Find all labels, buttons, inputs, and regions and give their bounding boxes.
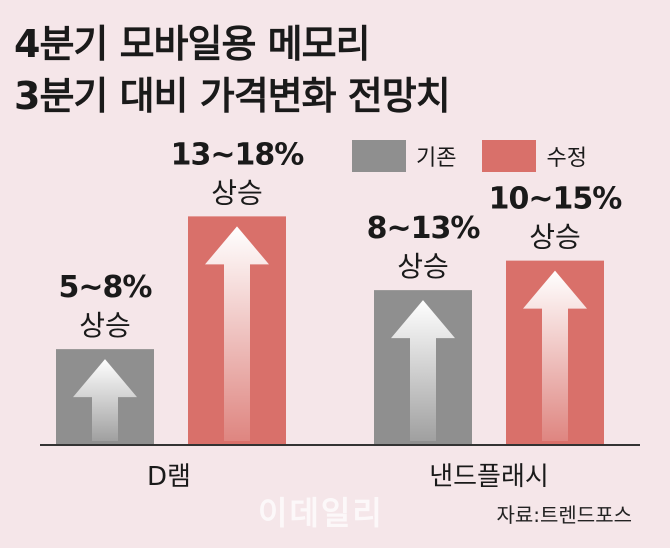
category-label-0: D램	[147, 462, 191, 492]
bar-arrow-0-1	[205, 226, 269, 441]
data-label-1-0: 8~13%	[367, 211, 481, 246]
legend-swatch-existing	[352, 140, 406, 172]
legend-label-existing: 기존	[416, 146, 457, 171]
legend: 기존 수정	[352, 140, 613, 172]
data-sublabel-1-1: 상승	[529, 221, 581, 254]
data-sublabel-0-0: 상승	[79, 309, 131, 342]
bar-arrow-1-1	[523, 270, 587, 441]
category-label-1: 낸드플래시	[429, 462, 549, 492]
watermark: 이데일리	[258, 494, 384, 532]
data-label-0-0: 5~8%	[59, 270, 153, 305]
chart-title: 4분기 모바일용 메모리 3분기 대비 가격변화 전망치	[14, 18, 451, 122]
source-note: 자료:트렌드포스	[496, 503, 632, 527]
data-label-1-1: 10~15%	[489, 182, 623, 217]
title-line-2: 3분기 대비 가격변화 전망치	[14, 74, 451, 118]
legend-swatch-revised	[482, 140, 537, 172]
data-label-0-1: 13~18%	[171, 137, 305, 172]
legend-item-revised: 수정	[482, 140, 587, 172]
bar-arrow-1-0	[391, 300, 455, 441]
legend-label-revised: 수정	[546, 146, 587, 171]
data-sublabel-1-0: 상승	[397, 250, 449, 283]
title-line-1: 4분기 모바일용 메모리	[14, 22, 371, 66]
bar-arrow-0-0	[73, 359, 137, 441]
legend-item-existing: 기존	[352, 140, 456, 172]
data-sublabel-0-1: 상승	[211, 176, 263, 209]
